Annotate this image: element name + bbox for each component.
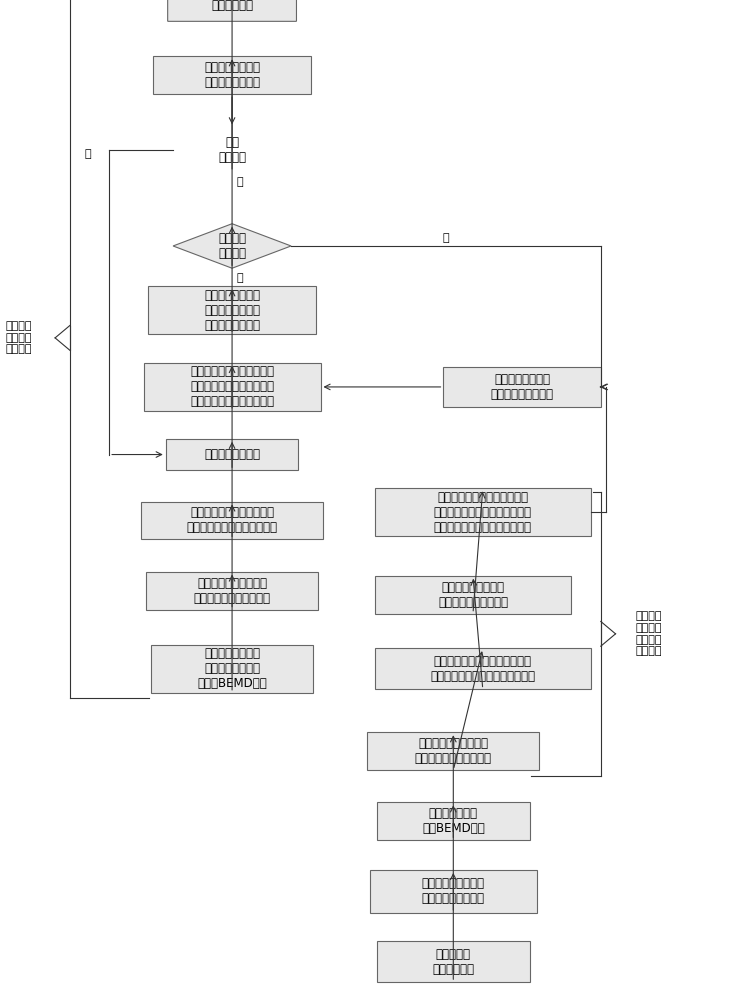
Text: 否: 否 [85,149,91,159]
Text: 确定特征提取分量、用
直接微分法进行特征提取: 确定特征提取分量、用 直接微分法进行特征提取 [193,577,271,605]
FancyBboxPatch shape [168,0,296,21]
Text: 待分析地磁异常数
据网格化、零均值
平移、BEMD分解: 待分析地磁异常数 据网格化、零均值 平移、BEMD分解 [197,647,267,690]
FancyBboxPatch shape [443,367,601,407]
Polygon shape [173,224,291,268]
Text: 是否满足
匹配要求: 是否满足 匹配要求 [218,232,246,260]
FancyBboxPatch shape [367,732,539,770]
FancyBboxPatch shape [153,56,311,94]
Text: 边界补偿完成: 边界补偿完成 [211,0,253,12]
FancyBboxPatch shape [166,439,299,470]
FancyBboxPatch shape [151,645,313,693]
Text: 对零均值数据集
进行BEMD分解: 对零均值数据集 进行BEMD分解 [422,807,485,835]
Text: 网格化实测
地磁异常数据: 网格化实测 地磁异常数据 [432,948,474,976]
Text: 是否
补偿完毕: 是否 补偿完毕 [218,136,246,164]
FancyBboxPatch shape [377,941,529,982]
Text: 在对应单元集合中
选择数据块补偿单元: 在对应单元集合中 选择数据块补偿单元 [491,373,553,401]
FancyBboxPatch shape [146,572,318,610]
FancyBboxPatch shape [369,870,537,913]
Text: 去除数据的边界区域，在剩
余区域的边界处划分补偿区域: 去除数据的边界区域，在剩 余区域的边界处划分补偿区域 [187,506,277,534]
Text: 根据数据块单元的强度分布范
围、平均绝对强度、极值点数特
征，构建多层级边界补偿数据库: 根据数据块单元的强度分布范 围、平均绝对强度、极值点数特 征，构建多层级边界补偿… [434,491,531,534]
Text: 是: 是 [237,177,244,187]
FancyBboxPatch shape [374,488,591,536]
Text: 计算强度分布范围、平均绝
对强度、极值点数，定位其
在数据库中所属的单元集合: 计算强度分布范围、平均绝 对强度、极值点数，定位其 在数据库中所属的单元集合 [190,365,274,408]
Text: 对补偿区域和选择
的数据块补偿单元
进行形态特征匹配: 对补偿区域和选择 的数据块补偿单元 进行形态特征匹配 [204,289,260,332]
Text: 消除所有数据块单元
之间的特征相似性冗余: 消除所有数据块单元 之间的特征相似性冗余 [438,581,508,609]
FancyBboxPatch shape [377,802,529,840]
Text: 否: 否 [442,233,449,243]
FancyBboxPatch shape [374,576,572,614]
Text: 将数据块单元补偿
到边界补偿区域处: 将数据块单元补偿 到边界补偿区域处 [204,61,260,89]
Text: 是: 是 [237,273,244,283]
FancyBboxPatch shape [374,648,591,689]
FancyBboxPatch shape [144,363,320,411]
Text: 平移网格化地磁异常
数据集，使均值为零: 平移网格化地磁异常 数据集，使均值为零 [422,877,485,905]
FancyBboxPatch shape [148,286,315,334]
Text: 依次选取补偿区域: 依次选取补偿区域 [204,448,260,461]
Polygon shape [173,127,291,172]
Text: 确定特征提取分量、用
直接微分法进行特征提取: 确定特征提取分量、用 直接微分法进行特征提取 [415,737,492,765]
Text: 地磁异常
数据边界
补偿数据
库的构建: 地磁异常 数据边界 补偿数据 库的构建 [635,611,661,656]
Text: 去除数据集的边界区域，分割数
据块单元，实时消除相邻单元冗余: 去除数据集的边界区域，分割数 据块单元，实时消除相邻单元冗余 [430,655,535,683]
Text: 地磁异常
数据边界
补偿过程: 地磁异常 数据边界 补偿过程 [6,321,32,354]
FancyBboxPatch shape [141,502,323,539]
